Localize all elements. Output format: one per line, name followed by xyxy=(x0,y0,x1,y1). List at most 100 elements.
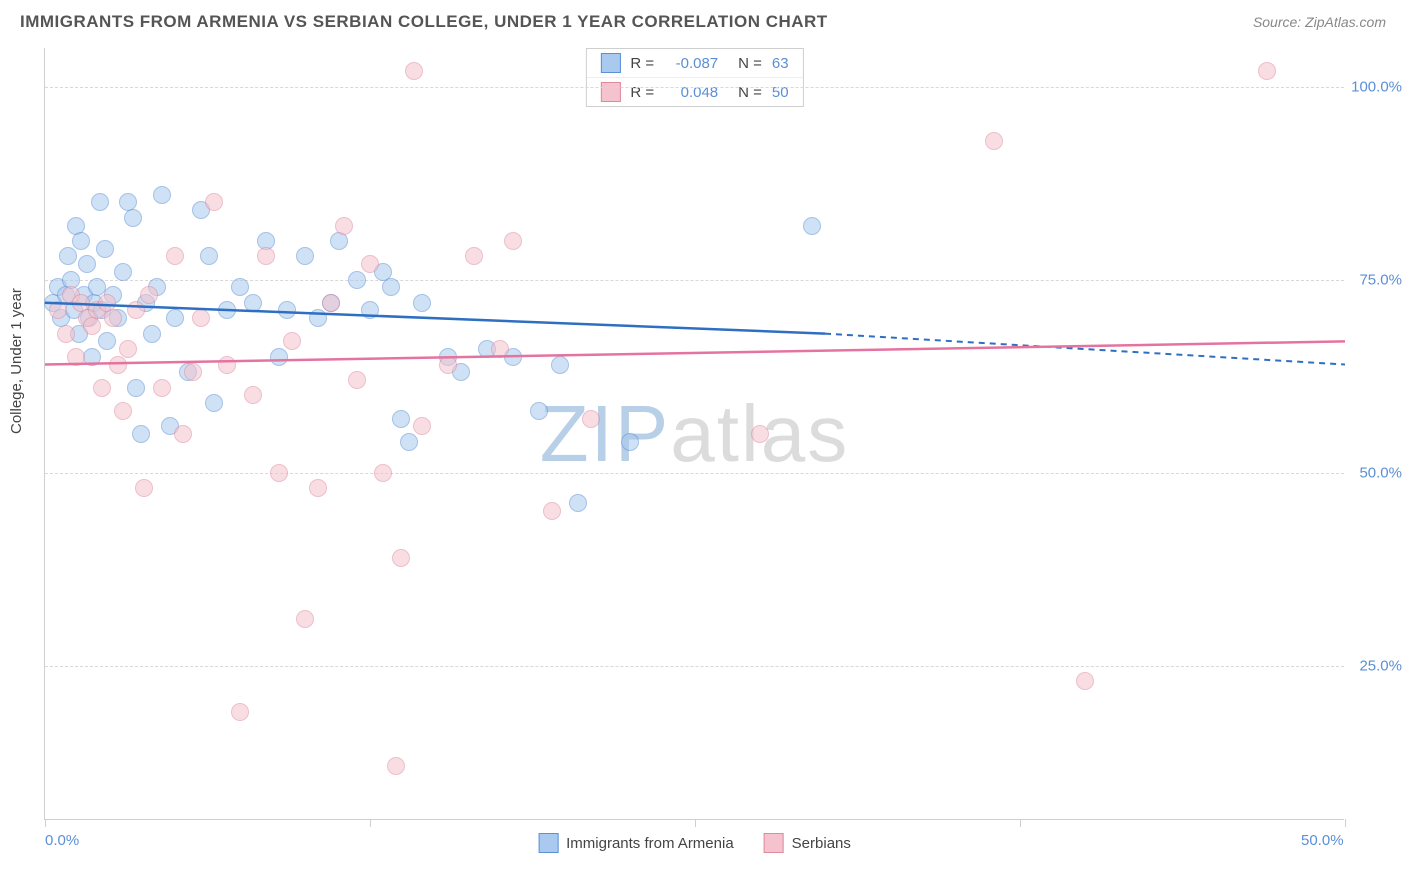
data-point xyxy=(348,371,366,389)
data-point xyxy=(72,232,90,250)
data-point xyxy=(192,309,210,327)
data-point xyxy=(392,549,410,567)
y-tick-label: 25.0% xyxy=(1359,657,1402,674)
data-point xyxy=(405,62,423,80)
data-point xyxy=(392,410,410,428)
data-point xyxy=(1258,62,1276,80)
data-point xyxy=(114,402,132,420)
data-point xyxy=(153,379,171,397)
data-point xyxy=(374,464,392,482)
data-point xyxy=(270,464,288,482)
series-legend: Immigrants from Armenia Serbians xyxy=(538,833,851,853)
legend-row: R =0.048N =50 xyxy=(586,77,802,106)
data-point xyxy=(400,433,418,451)
data-point xyxy=(78,255,96,273)
x-tick xyxy=(1020,819,1021,827)
data-point xyxy=(140,286,158,304)
data-point xyxy=(569,494,587,512)
data-point xyxy=(59,247,77,265)
data-point xyxy=(283,332,301,350)
data-point xyxy=(98,332,116,350)
data-point xyxy=(439,356,457,374)
data-point xyxy=(166,309,184,327)
legend-r-label: R = xyxy=(630,55,654,72)
data-point xyxy=(231,278,249,296)
data-point xyxy=(296,610,314,628)
legend-swatch xyxy=(538,833,558,853)
x-tick xyxy=(45,819,46,827)
watermark: ZIPatlas xyxy=(540,388,849,480)
data-point xyxy=(322,294,340,312)
data-point xyxy=(413,417,431,435)
data-point xyxy=(114,263,132,281)
legend-swatch xyxy=(600,82,620,102)
data-point xyxy=(143,325,161,343)
legend-label: Immigrants from Armenia xyxy=(566,835,734,852)
data-point xyxy=(109,356,127,374)
gridline xyxy=(45,473,1344,474)
gridline xyxy=(45,87,1344,88)
y-tick-label: 50.0% xyxy=(1359,464,1402,481)
y-axis-label: College, Under 1 year xyxy=(8,288,25,434)
data-point xyxy=(166,247,184,265)
data-point xyxy=(361,301,379,319)
data-point xyxy=(67,348,85,366)
correlation-legend: R =-0.087N =63R =0.048N =50 xyxy=(585,48,803,107)
data-point xyxy=(530,402,548,420)
data-point xyxy=(551,356,569,374)
data-point xyxy=(119,340,137,358)
data-point xyxy=(218,356,236,374)
data-point xyxy=(231,703,249,721)
data-point xyxy=(309,479,327,497)
data-point xyxy=(93,379,111,397)
y-tick-label: 100.0% xyxy=(1351,78,1402,95)
data-point xyxy=(361,255,379,273)
scatter-plot: ZIPatlas R =-0.087N =63R =0.048N =50 Imm… xyxy=(44,48,1344,820)
legend-item: Serbians xyxy=(764,833,851,853)
gridline xyxy=(45,666,1344,667)
x-tick xyxy=(370,819,371,827)
data-point xyxy=(83,348,101,366)
legend-label: Serbians xyxy=(792,835,851,852)
source-attribution: Source: ZipAtlas.com xyxy=(1253,14,1386,30)
data-point xyxy=(621,433,639,451)
trend-line-solid xyxy=(45,303,825,334)
data-point xyxy=(270,348,288,366)
data-point xyxy=(205,394,223,412)
data-point xyxy=(803,217,821,235)
trend-line-solid xyxy=(45,341,1345,364)
data-point xyxy=(985,132,1003,150)
data-point xyxy=(382,278,400,296)
x-tick xyxy=(1345,819,1346,827)
data-point xyxy=(335,217,353,235)
data-point xyxy=(83,317,101,335)
data-point xyxy=(751,425,769,443)
data-point xyxy=(387,757,405,775)
data-point xyxy=(127,379,145,397)
data-point xyxy=(348,271,366,289)
legend-swatch xyxy=(600,53,620,73)
data-point xyxy=(57,325,75,343)
data-point xyxy=(124,209,142,227)
data-point xyxy=(278,301,296,319)
x-tick-label: 0.0% xyxy=(45,832,79,849)
data-point xyxy=(174,425,192,443)
y-tick-label: 75.0% xyxy=(1359,271,1402,288)
chart-title: IMMIGRANTS FROM ARMENIA VS SERBIAN COLLE… xyxy=(20,12,828,32)
data-point xyxy=(244,294,262,312)
data-point xyxy=(491,340,509,358)
data-point xyxy=(465,247,483,265)
data-point xyxy=(127,301,145,319)
legend-swatch xyxy=(764,833,784,853)
data-point xyxy=(135,479,153,497)
legend-item: Immigrants from Armenia xyxy=(538,833,734,853)
data-point xyxy=(296,247,314,265)
data-point xyxy=(1076,672,1094,690)
data-point xyxy=(96,240,114,258)
legend-r-value: -0.087 xyxy=(664,55,718,72)
data-point xyxy=(153,186,171,204)
chart-header: IMMIGRANTS FROM ARMENIA VS SERBIAN COLLE… xyxy=(0,0,1406,40)
data-point xyxy=(49,301,67,319)
x-tick xyxy=(695,819,696,827)
data-point xyxy=(200,247,218,265)
